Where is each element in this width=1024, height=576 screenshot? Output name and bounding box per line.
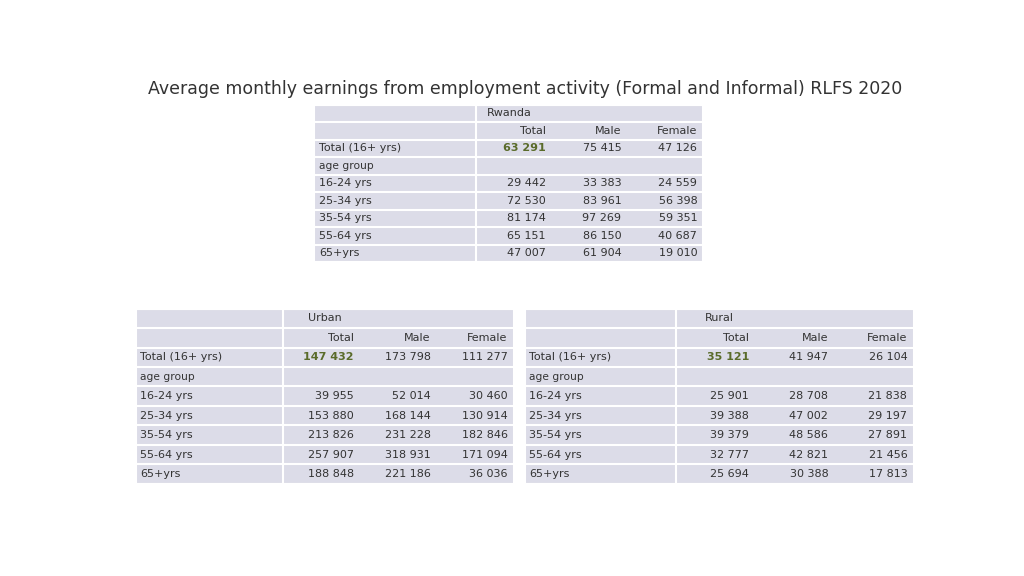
- Bar: [524, 309, 913, 484]
- Text: 147 432: 147 432: [303, 353, 354, 362]
- Text: 48 586: 48 586: [790, 430, 828, 440]
- Text: 47 007: 47 007: [507, 248, 546, 258]
- Text: 56 398: 56 398: [658, 196, 697, 206]
- Text: Female: Female: [867, 333, 907, 343]
- Text: 75 415: 75 415: [583, 143, 622, 153]
- Text: 55-64 yrs: 55-64 yrs: [319, 231, 372, 241]
- Text: 182 846: 182 846: [462, 430, 508, 440]
- Text: 41 947: 41 947: [790, 353, 828, 362]
- Text: Total: Total: [723, 333, 750, 343]
- Text: Rural: Rural: [705, 313, 734, 323]
- Text: Female: Female: [467, 333, 508, 343]
- Text: 65+yrs: 65+yrs: [319, 248, 359, 258]
- Text: 72 530: 72 530: [507, 196, 546, 206]
- Text: 30 460: 30 460: [469, 391, 508, 401]
- Text: 29 442: 29 442: [507, 179, 546, 188]
- Text: Total: Total: [519, 126, 546, 136]
- Text: 221 186: 221 186: [385, 469, 431, 479]
- Text: 16-24 yrs: 16-24 yrs: [319, 179, 372, 188]
- Text: 19 010: 19 010: [658, 248, 697, 258]
- Text: 231 228: 231 228: [385, 430, 431, 440]
- Text: 35 121: 35 121: [707, 353, 750, 362]
- Text: Average monthly earnings from employment activity (Formal and Informal) RLFS 202: Average monthly earnings from employment…: [147, 80, 902, 98]
- Text: 97 269: 97 269: [583, 213, 622, 223]
- Text: 47 002: 47 002: [790, 411, 828, 420]
- Text: Total (16+ yrs): Total (16+ yrs): [529, 353, 611, 362]
- Text: 33 383: 33 383: [583, 179, 622, 188]
- Text: 65+yrs: 65+yrs: [140, 469, 180, 479]
- Text: 59 351: 59 351: [658, 213, 697, 223]
- Text: 111 277: 111 277: [462, 353, 508, 362]
- Text: 26 104: 26 104: [868, 353, 907, 362]
- Text: 21 456: 21 456: [868, 450, 907, 460]
- Text: 35-54 yrs: 35-54 yrs: [529, 430, 582, 440]
- Text: Total: Total: [328, 333, 354, 343]
- Text: 47 126: 47 126: [658, 143, 697, 153]
- Text: 32 777: 32 777: [711, 450, 750, 460]
- Text: 42 821: 42 821: [790, 450, 828, 460]
- Text: 24 559: 24 559: [658, 179, 697, 188]
- Text: 16-24 yrs: 16-24 yrs: [529, 391, 582, 401]
- Text: 39 955: 39 955: [315, 391, 354, 401]
- Text: age group: age group: [529, 372, 584, 382]
- Text: age group: age group: [319, 161, 374, 171]
- Text: 213 826: 213 826: [308, 430, 354, 440]
- Text: Male: Male: [595, 126, 622, 136]
- Text: 25-34 yrs: 25-34 yrs: [319, 196, 372, 206]
- Text: 30 388: 30 388: [790, 469, 828, 479]
- Text: 16-24 yrs: 16-24 yrs: [140, 391, 194, 401]
- Bar: [314, 105, 703, 262]
- Text: 83 961: 83 961: [583, 196, 622, 206]
- Text: 17 813: 17 813: [868, 469, 907, 479]
- Text: 35-54 yrs: 35-54 yrs: [319, 213, 372, 223]
- Text: 25-34 yrs: 25-34 yrs: [529, 411, 582, 420]
- Text: Total (16+ yrs): Total (16+ yrs): [319, 143, 401, 153]
- Text: 36 036: 36 036: [469, 469, 508, 479]
- Text: 27 891: 27 891: [868, 430, 907, 440]
- Bar: [314, 105, 703, 262]
- Text: 28 708: 28 708: [790, 391, 828, 401]
- Bar: [136, 309, 514, 484]
- Text: 188 848: 188 848: [308, 469, 354, 479]
- Text: Rwanda: Rwanda: [486, 108, 531, 118]
- Text: 318 931: 318 931: [385, 450, 431, 460]
- Text: 39 388: 39 388: [711, 411, 750, 420]
- Text: 52 014: 52 014: [392, 391, 431, 401]
- Text: 130 914: 130 914: [462, 411, 508, 420]
- Text: 153 880: 153 880: [308, 411, 354, 420]
- Text: 86 150: 86 150: [583, 231, 622, 241]
- Text: Urban: Urban: [308, 313, 342, 323]
- Text: 29 197: 29 197: [868, 411, 907, 420]
- Text: 173 798: 173 798: [385, 353, 431, 362]
- Text: 171 094: 171 094: [462, 450, 508, 460]
- Text: 35-54 yrs: 35-54 yrs: [140, 430, 193, 440]
- Text: Male: Male: [404, 333, 431, 343]
- Text: 25 694: 25 694: [711, 469, 750, 479]
- Text: age group: age group: [140, 372, 196, 382]
- Text: 55-64 yrs: 55-64 yrs: [529, 450, 582, 460]
- Bar: [136, 309, 514, 484]
- Text: 21 838: 21 838: [868, 391, 907, 401]
- Bar: [524, 309, 913, 484]
- Text: 61 904: 61 904: [583, 248, 622, 258]
- Text: 81 174: 81 174: [507, 213, 546, 223]
- Text: 40 687: 40 687: [658, 231, 697, 241]
- Text: 25-34 yrs: 25-34 yrs: [140, 411, 194, 420]
- Text: 55-64 yrs: 55-64 yrs: [140, 450, 193, 460]
- Text: 257 907: 257 907: [308, 450, 354, 460]
- Text: 65+yrs: 65+yrs: [529, 469, 569, 479]
- Text: 63 291: 63 291: [503, 143, 546, 153]
- Text: 65 151: 65 151: [507, 231, 546, 241]
- Text: 25 901: 25 901: [711, 391, 750, 401]
- Text: Total (16+ yrs): Total (16+ yrs): [140, 353, 222, 362]
- Text: Female: Female: [657, 126, 697, 136]
- Text: 168 144: 168 144: [385, 411, 431, 420]
- Text: Male: Male: [802, 333, 828, 343]
- Text: 39 379: 39 379: [711, 430, 750, 440]
